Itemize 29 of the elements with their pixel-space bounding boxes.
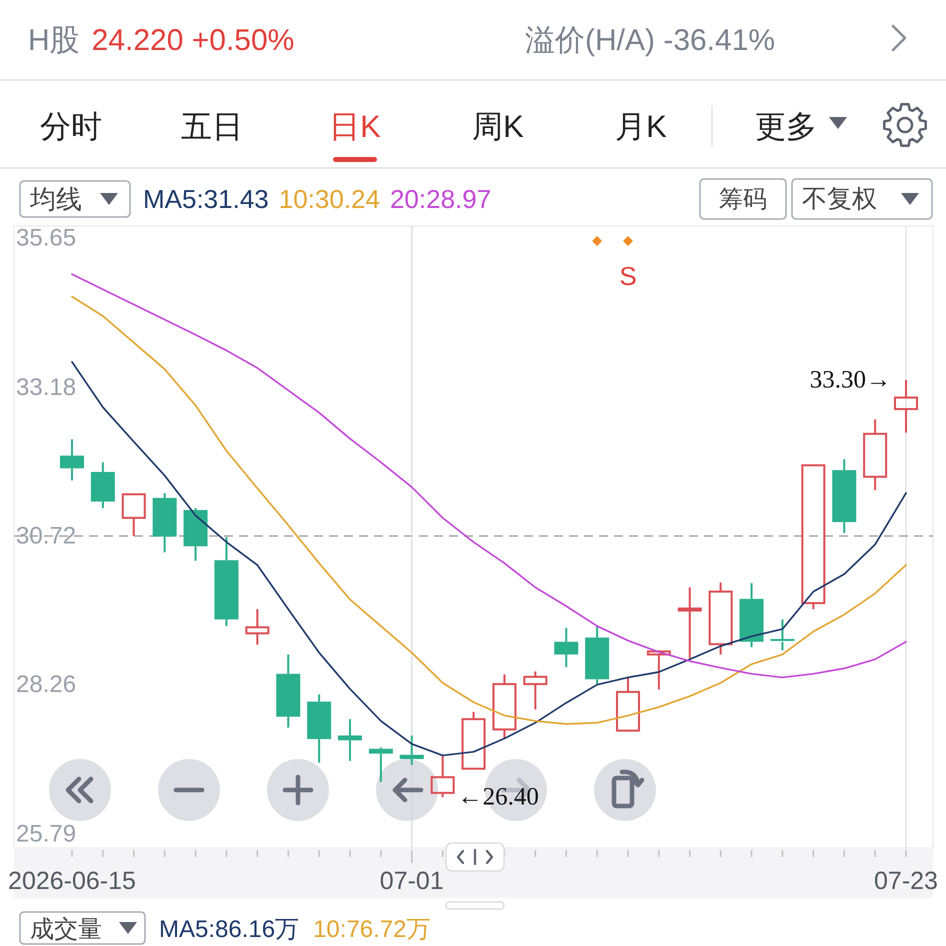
y-tick-label: 35.65 bbox=[16, 224, 76, 252]
y-tick-label: 33.18 bbox=[16, 374, 76, 401]
legend-item: 20:28.97 bbox=[390, 184, 492, 214]
x-tick-label: 07-23 bbox=[874, 867, 938, 895]
subtitle: 24.220 +0.50% bbox=[92, 24, 294, 57]
annotation: MA5:86.16万 bbox=[159, 916, 300, 943]
y-tick-label: 30.72 bbox=[16, 522, 76, 550]
annotation: 周K bbox=[472, 109, 524, 144]
legend-item: 10:30.24 bbox=[278, 184, 380, 214]
y-tick-label: 28.26 bbox=[16, 671, 76, 698]
annotation: ←26.40 bbox=[458, 784, 539, 811]
annotation: S bbox=[619, 261, 637, 291]
annotation: 筹码 bbox=[719, 186, 767, 213]
annotation: 五日 bbox=[181, 109, 243, 144]
annotation: 溢价(H/A) -36.41% bbox=[525, 24, 776, 57]
annotation: 日K bbox=[329, 109, 381, 144]
annotation: 分时 bbox=[40, 109, 102, 144]
x-tick-label: 07-01 bbox=[380, 867, 444, 895]
legend-title: 均线 bbox=[30, 184, 82, 214]
annotation: 更多 bbox=[755, 109, 817, 144]
title: H股 bbox=[28, 24, 80, 57]
annotation: 成交量 bbox=[30, 916, 102, 943]
annotation: 不复权 bbox=[802, 185, 877, 213]
y-tick-label: 25.79 bbox=[16, 820, 76, 848]
x-tick-label: 2026-06-15 bbox=[8, 867, 136, 895]
annotation: 10:76.72万 bbox=[313, 916, 430, 943]
legend-item: MA5:31.43 bbox=[143, 184, 269, 214]
annotation: 33.30→ bbox=[810, 366, 891, 394]
annotation: 月K bbox=[615, 109, 667, 144]
